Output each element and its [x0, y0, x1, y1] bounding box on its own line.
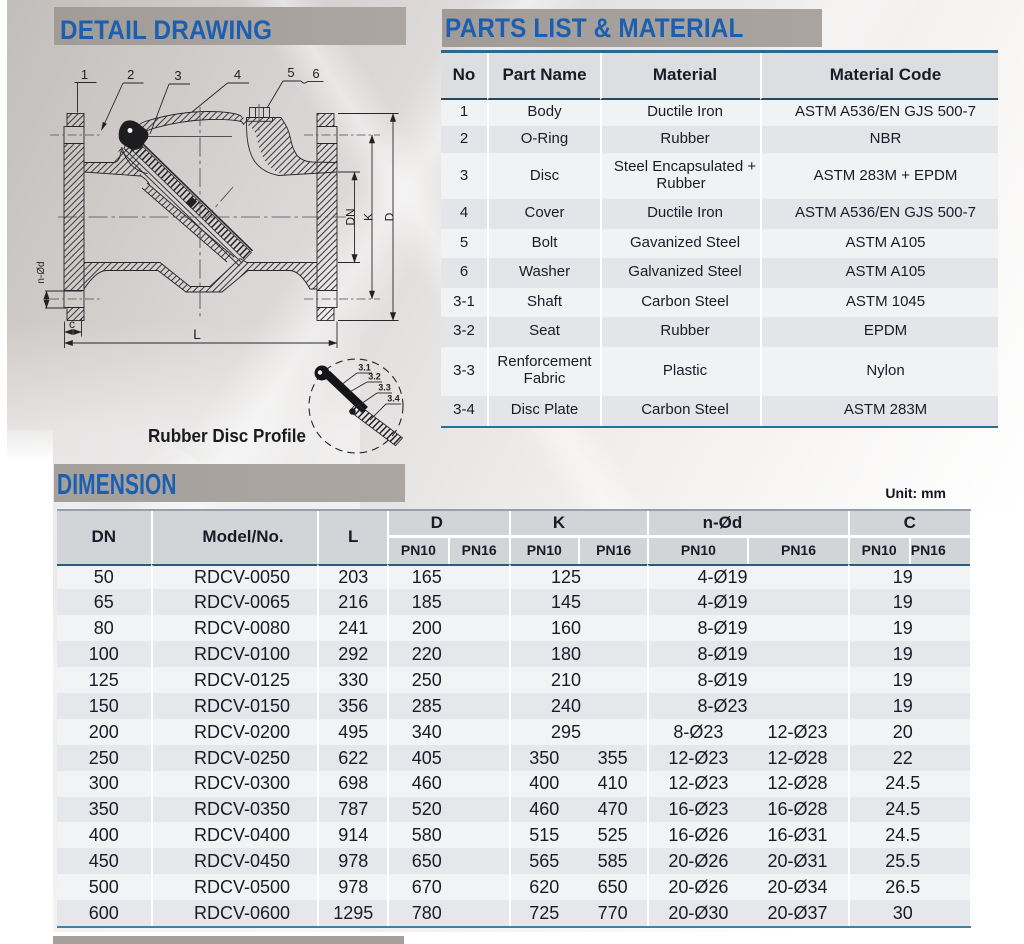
- svg-text:3: 3: [174, 68, 181, 83]
- svg-text:D: D: [383, 212, 397, 221]
- svg-text:Rubber Disc Profile: Rubber Disc Profile: [148, 426, 306, 446]
- svg-text:5: 5: [287, 65, 294, 80]
- svg-text:L: L: [193, 326, 201, 342]
- svg-text:DN: DN: [344, 208, 358, 225]
- svg-text:3.1: 3.1: [358, 363, 371, 373]
- svg-text:3.3: 3.3: [378, 383, 391, 393]
- svg-text:6: 6: [312, 66, 319, 81]
- svg-text:3.4: 3.4: [387, 394, 400, 404]
- svg-text:2: 2: [127, 67, 134, 82]
- svg-text:1: 1: [81, 67, 88, 82]
- svg-text:K: K: [362, 213, 376, 221]
- svg-text:4: 4: [234, 67, 241, 82]
- svg-text:n-Ød: n-Ød: [36, 261, 47, 283]
- svg-text:c: c: [69, 317, 75, 331]
- svg-text:3.2: 3.2: [368, 372, 381, 382]
